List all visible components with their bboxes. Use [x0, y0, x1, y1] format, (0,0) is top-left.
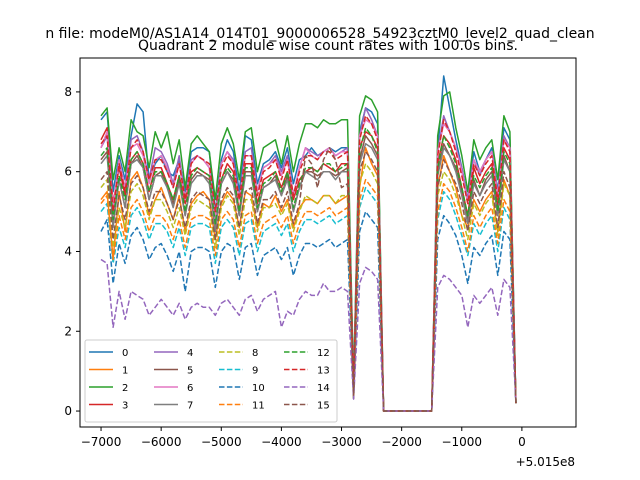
legend-label-12: 12 [317, 348, 330, 359]
legend-label-0: 0 [122, 348, 128, 359]
chart-title: Quadrant 2 module wise count rates with … [138, 38, 518, 54]
legend-box [84, 339, 338, 423]
legend-label-7: 7 [187, 401, 193, 412]
series-line-3 [100, 127, 517, 412]
series-line-15 [100, 147, 517, 412]
legend-label-2: 2 [122, 383, 128, 394]
x-axis: −7000 −6000 −5000 −4000 −3000 −2000 −1000 0 [81, 427, 526, 449]
x-tick-label: −6000 [141, 435, 182, 449]
x-tick-label: −3000 [321, 435, 362, 449]
figure-suptitle: n file: modeM0/AS1A14_014T01_9000006528_… [45, 26, 594, 42]
legend-label-3: 3 [122, 401, 128, 412]
series-line-10 [100, 210, 517, 412]
series-line-8 [100, 162, 517, 412]
legend-label-10: 10 [252, 383, 265, 394]
series-line-4 [100, 107, 517, 412]
y-axis: 0 2 4 6 8 [64, 85, 80, 418]
series-line-2 [100, 91, 517, 412]
y-tick-label: 0 [64, 404, 72, 418]
series-line-9 [100, 186, 517, 412]
x-tick-label: −4000 [261, 435, 302, 449]
series-line-12 [100, 127, 517, 412]
plot-area [79, 57, 577, 428]
x-tick-label: −2000 [381, 435, 422, 449]
legend-label-11: 11 [252, 401, 265, 412]
legend-label-14: 14 [317, 383, 330, 394]
y-tick-label: 8 [64, 85, 72, 99]
y-tick-label: 4 [64, 244, 72, 258]
x-tick-label: −5000 [201, 435, 242, 449]
series-line-11 [100, 178, 517, 412]
x-tick-label: 0 [518, 435, 526, 449]
x-offset-label: +5.015e8 [516, 455, 575, 469]
y-tick-label: 2 [64, 324, 72, 338]
series-layer [100, 75, 517, 412]
legend-label-9: 9 [252, 366, 258, 377]
legend-label-15: 15 [317, 401, 330, 412]
legend-label-1: 1 [122, 366, 128, 377]
series-line-13 [100, 115, 517, 412]
legend-label-8: 8 [252, 348, 258, 359]
series-line-6 [100, 119, 517, 412]
axes-frame [79, 57, 577, 428]
series-line-14 [100, 258, 517, 412]
legend-label-6: 6 [187, 383, 193, 394]
y-tick-label: 6 [64, 165, 72, 179]
legend-label-13: 13 [317, 366, 330, 377]
series-line-7 [100, 143, 517, 412]
x-tick-label: −7000 [81, 435, 122, 449]
legend-label-5: 5 [187, 366, 193, 377]
x-tick-label: −1000 [441, 435, 482, 449]
legend-label-4: 4 [187, 348, 193, 359]
